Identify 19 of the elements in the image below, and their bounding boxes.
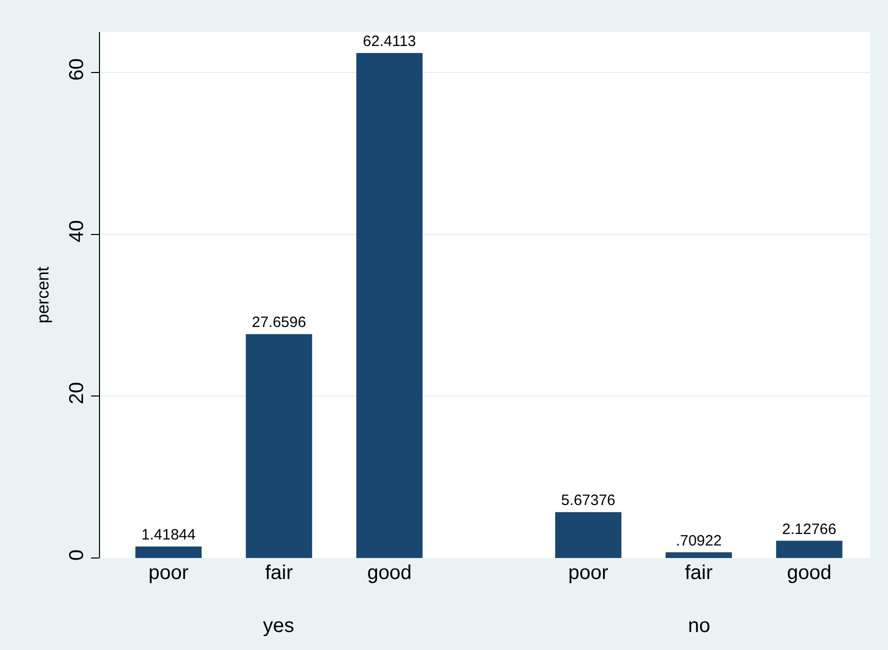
data-label: 5.67376 <box>561 492 616 510</box>
x-tick-label: fair <box>265 562 294 584</box>
x-tick-label: good <box>367 562 412 584</box>
data-label: 1.41844 <box>141 526 196 544</box>
x-tick-label: poor <box>568 562 609 584</box>
y-tick-label: 40 <box>66 220 88 242</box>
y-tick-label: 60 <box>66 58 88 81</box>
data-label: 27.6596 <box>252 314 306 332</box>
y-tick-label: 0 <box>66 549 88 561</box>
text: no <box>688 615 710 637</box>
y-axis-title: percent <box>34 266 53 324</box>
data-label: 2.12766 <box>782 520 836 538</box>
x-tick-label: poor <box>148 562 189 584</box>
x-tick-label: fair <box>684 562 713 584</box>
data-label: 62.4113 <box>362 32 416 50</box>
y-tick-label: 20 <box>66 382 88 404</box>
text: yes <box>263 615 294 637</box>
x-tick-label: good <box>786 562 832 584</box>
data-label: .70922 <box>676 532 722 550</box>
